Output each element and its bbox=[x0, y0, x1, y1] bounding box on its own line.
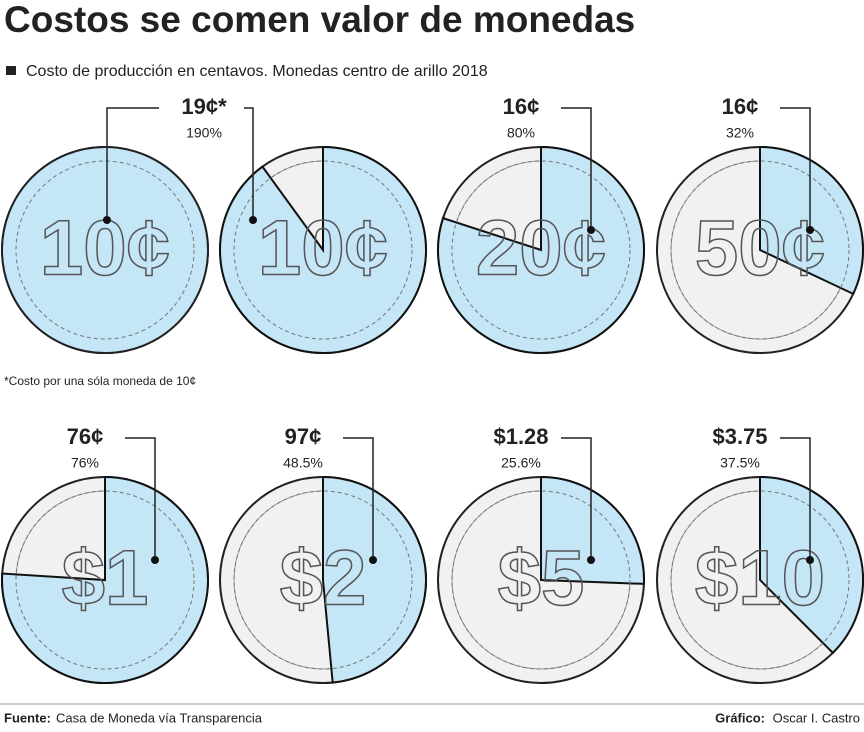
leader-dot bbox=[249, 216, 257, 224]
coin-ring bbox=[670, 490, 850, 670]
title: Costos se comen valor de monedas bbox=[4, 0, 635, 40]
coin-ring bbox=[451, 490, 631, 670]
coin-ring bbox=[233, 160, 413, 340]
leader-line bbox=[106, 107, 159, 220]
leader-line bbox=[343, 437, 374, 560]
source-label: Fuente: bbox=[4, 710, 51, 725]
coin-ring bbox=[451, 160, 631, 340]
cost-label: $3.75 bbox=[712, 424, 767, 449]
cost-wedge bbox=[219, 145, 427, 354]
coins: 10¢ 10¢19¢*190%20¢16¢80%50¢16¢32%$176¢76%… bbox=[1, 94, 864, 684]
leader-line bbox=[561, 437, 592, 560]
leader-dot bbox=[369, 556, 377, 564]
coin-face: $1 bbox=[62, 534, 149, 622]
cost-wedge bbox=[759, 145, 864, 296]
percent-label: 76% bbox=[71, 455, 99, 471]
leader-line bbox=[561, 107, 592, 230]
leader-dot bbox=[587, 556, 595, 564]
coin-face: 50¢ bbox=[695, 204, 825, 292]
leader-line bbox=[125, 437, 156, 560]
leader-dot bbox=[806, 226, 814, 234]
cost-label: $1.28 bbox=[493, 424, 548, 449]
cost-wedge bbox=[1, 146, 209, 354]
percent-label: 80% bbox=[507, 125, 535, 141]
credit: Oscar I. Castro bbox=[773, 710, 860, 725]
coin-face: 20¢ bbox=[476, 204, 606, 292]
leader-line bbox=[244, 107, 254, 220]
cost-label: 16¢ bbox=[503, 94, 540, 119]
subtitle: Costo de producción en centavos. Monedas… bbox=[26, 63, 488, 80]
coin-ring bbox=[670, 160, 850, 340]
coin-ring bbox=[15, 160, 195, 340]
leader-line bbox=[780, 107, 811, 230]
cost-label: 19¢* bbox=[181, 94, 227, 119]
coin-ring bbox=[233, 490, 413, 670]
note: *Costo por una sóla moneda de 10¢ bbox=[4, 374, 196, 388]
percent-label: 25.6% bbox=[501, 455, 541, 471]
credit-label: Gráfico: bbox=[715, 710, 765, 725]
cost-label: 16¢ bbox=[722, 94, 759, 119]
coin-face: 10¢ bbox=[258, 204, 388, 292]
percent-label: 48.5% bbox=[283, 455, 323, 471]
coin-face: $2 bbox=[280, 534, 367, 622]
cost-wedge bbox=[437, 145, 645, 354]
leader-dot bbox=[587, 226, 595, 234]
coin-face: $10 bbox=[695, 534, 825, 622]
percent-label: 37.5% bbox=[720, 455, 760, 471]
source: Casa de Moneda vía Transparencia bbox=[56, 710, 263, 725]
cost-wedge bbox=[540, 475, 645, 585]
cost-wedge bbox=[759, 475, 864, 655]
cost-wedge bbox=[322, 475, 427, 684]
percent-label: 32% bbox=[726, 125, 754, 141]
leader-dot bbox=[151, 556, 159, 564]
leader-line bbox=[780, 437, 811, 560]
bullet bbox=[6, 66, 16, 75]
leader-dot bbox=[103, 216, 111, 224]
percent-label: 190% bbox=[186, 125, 222, 141]
cost-label: 76¢ bbox=[67, 424, 104, 449]
coin-face: $5 bbox=[498, 534, 585, 622]
cost-label: 97¢ bbox=[285, 424, 322, 449]
leader-dot bbox=[806, 556, 814, 564]
cost-wedge bbox=[1, 475, 209, 684]
coin-ring bbox=[15, 490, 195, 670]
